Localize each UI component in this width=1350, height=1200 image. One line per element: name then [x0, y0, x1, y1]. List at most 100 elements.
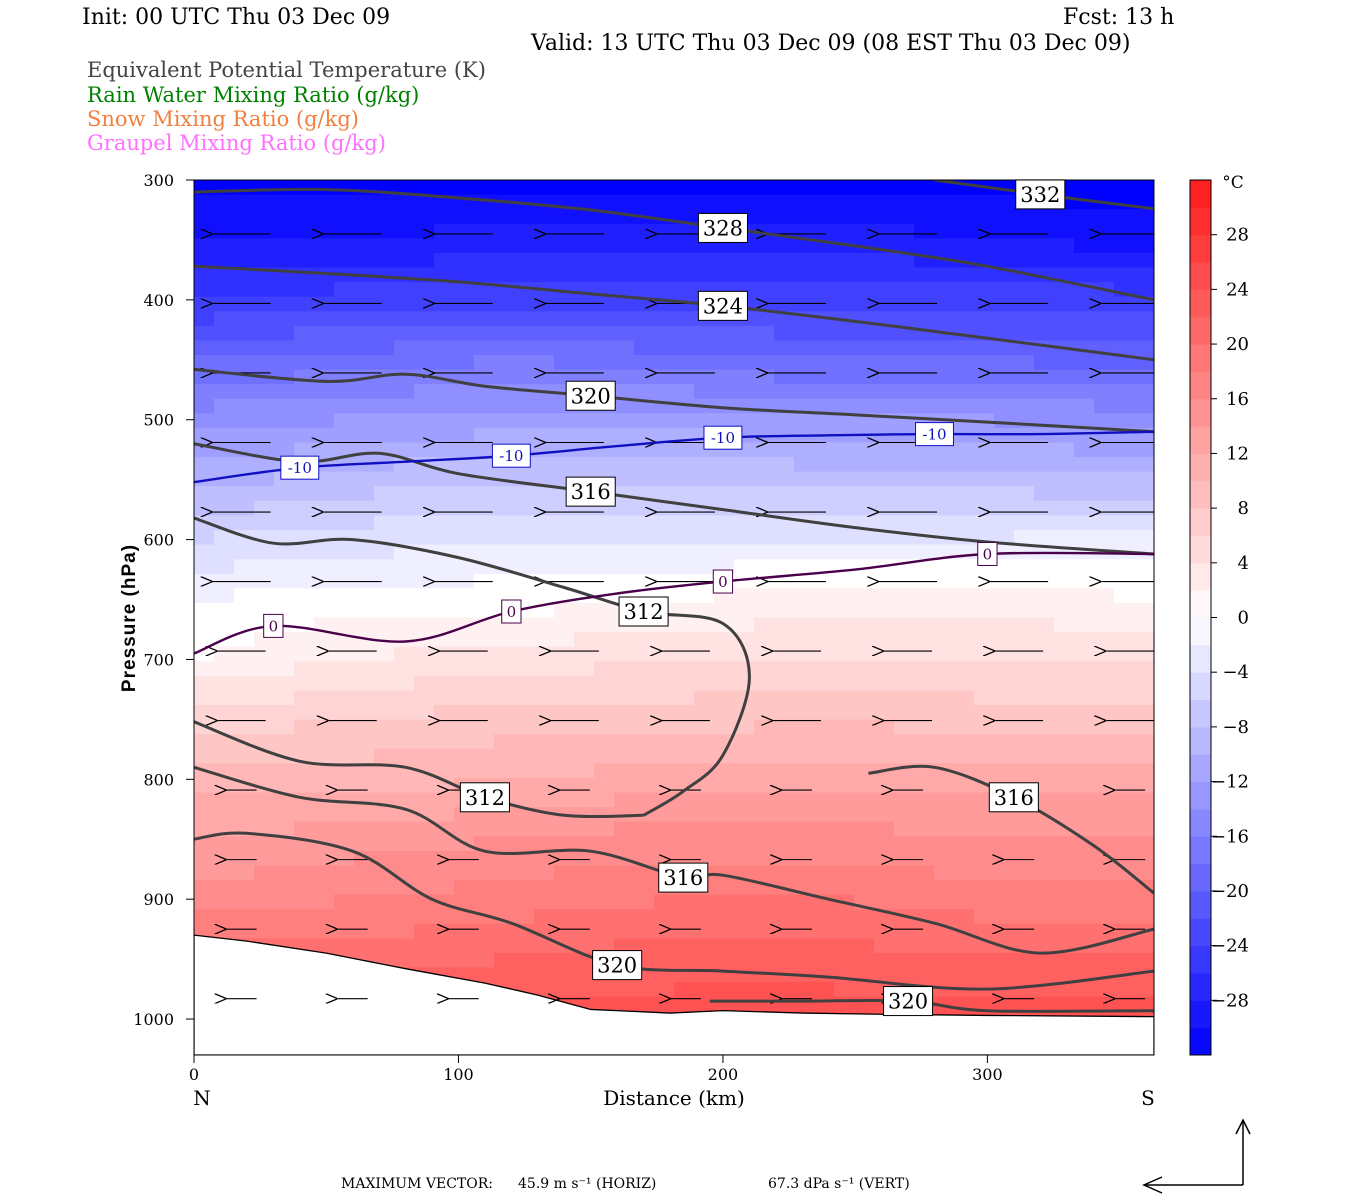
field-cell: [334, 719, 355, 735]
field-cell: [1074, 894, 1095, 910]
field-cell: [754, 763, 775, 779]
field-cell: [214, 909, 235, 925]
field-cell: [774, 850, 795, 866]
field-cell: [634, 573, 655, 589]
valid-time: Valid: 13 UTC Thu 03 Dec 09 (08 EST Thu …: [531, 31, 1131, 56]
field-cell: [354, 427, 375, 444]
contour-label: 320: [565, 380, 616, 411]
field-cell: [294, 282, 315, 298]
field-cell: [654, 675, 675, 691]
field-cell: [694, 530, 715, 546]
field-cell: [994, 705, 1015, 721]
init-time: Init: 00 UTC Thu 03 Dec 09: [82, 5, 391, 30]
field-cell: [234, 602, 255, 619]
field-cell: [654, 267, 675, 283]
field-cell: [814, 777, 835, 794]
field-cell: [634, 894, 655, 910]
field-cell: [754, 821, 775, 837]
field-cell: [334, 223, 355, 239]
field-cell: [774, 821, 795, 837]
field-cell: [514, 734, 535, 750]
field-cell: [954, 296, 975, 312]
field-cell: [1034, 734, 1055, 750]
field-cell: [634, 544, 655, 560]
field-cell: [974, 209, 995, 225]
field-cell: [894, 923, 915, 939]
field-cell: [374, 252, 395, 269]
field-cell: [974, 675, 995, 691]
field-cell: [914, 384, 935, 400]
field-cell: [634, 865, 655, 881]
field-cell: [534, 209, 555, 225]
field-cell: [614, 369, 635, 385]
field-cell: [1014, 982, 1035, 998]
contour-label: -10: [703, 425, 743, 450]
field-cell: [474, 267, 495, 283]
field-cell: [694, 690, 715, 706]
field-cell: [814, 500, 835, 516]
field-cell: [654, 559, 675, 575]
field-cell: [614, 763, 635, 779]
field-cell: [334, 427, 355, 444]
field-cell: [914, 355, 935, 371]
field-cell: [514, 836, 535, 852]
field-cell: [574, 646, 595, 662]
field-cell: [1114, 384, 1135, 400]
field-cell: [534, 223, 555, 239]
field-cell: [614, 865, 635, 881]
field-cell: [794, 384, 815, 400]
field-cell: [554, 880, 575, 896]
field-cell: [634, 500, 655, 516]
field-cell: [1114, 267, 1135, 283]
field-cell: [234, 398, 255, 414]
field-cell: [934, 398, 955, 414]
field-cell: [1074, 763, 1095, 779]
field-cell: [274, 923, 295, 939]
field-cell: [294, 515, 315, 531]
field-cell: [474, 923, 495, 939]
field-cell: [734, 384, 755, 400]
field-cell: [234, 880, 255, 896]
field-cell: [934, 355, 955, 371]
field-cell: [294, 777, 315, 794]
field-cell: [454, 880, 475, 896]
field-cell: [674, 267, 695, 283]
field-cell: [874, 777, 895, 794]
field-cell: [694, 486, 715, 502]
field-cell: [374, 807, 395, 823]
field-cell: [814, 559, 835, 575]
field-cell: [874, 734, 895, 750]
field-cell: [1054, 311, 1075, 327]
field-cell: [874, 223, 895, 239]
field-cell: [1094, 792, 1115, 808]
field-cell: [674, 952, 695, 969]
field-cell: [714, 340, 735, 356]
field-cell: [894, 661, 915, 677]
field-cell: [894, 238, 915, 254]
field-cell: [214, 340, 235, 356]
field-cell: [874, 209, 895, 225]
field-cell: [214, 894, 235, 910]
field-cell: [194, 705, 215, 721]
field-cell: [234, 763, 255, 779]
field-cell: [594, 457, 615, 473]
field-cell: [314, 661, 335, 677]
field-cell: [1074, 530, 1095, 546]
field-cell: [674, 909, 695, 925]
field-cell: [634, 355, 655, 371]
field-cell: [1094, 223, 1115, 239]
field-cell: [834, 705, 855, 721]
field-cell: [1094, 384, 1115, 400]
field-cell: [894, 836, 915, 852]
field-cell: [854, 982, 875, 998]
field-cell: [314, 602, 335, 619]
field-cell: [814, 325, 835, 341]
field-cell: [794, 296, 815, 312]
field-cell: [934, 369, 955, 385]
field-cell: [294, 690, 315, 706]
field-cell: [254, 807, 275, 823]
field-cell: [654, 544, 675, 560]
field-cell: [1034, 792, 1055, 808]
field-cell: [914, 967, 935, 983]
field-cell: [574, 850, 595, 866]
